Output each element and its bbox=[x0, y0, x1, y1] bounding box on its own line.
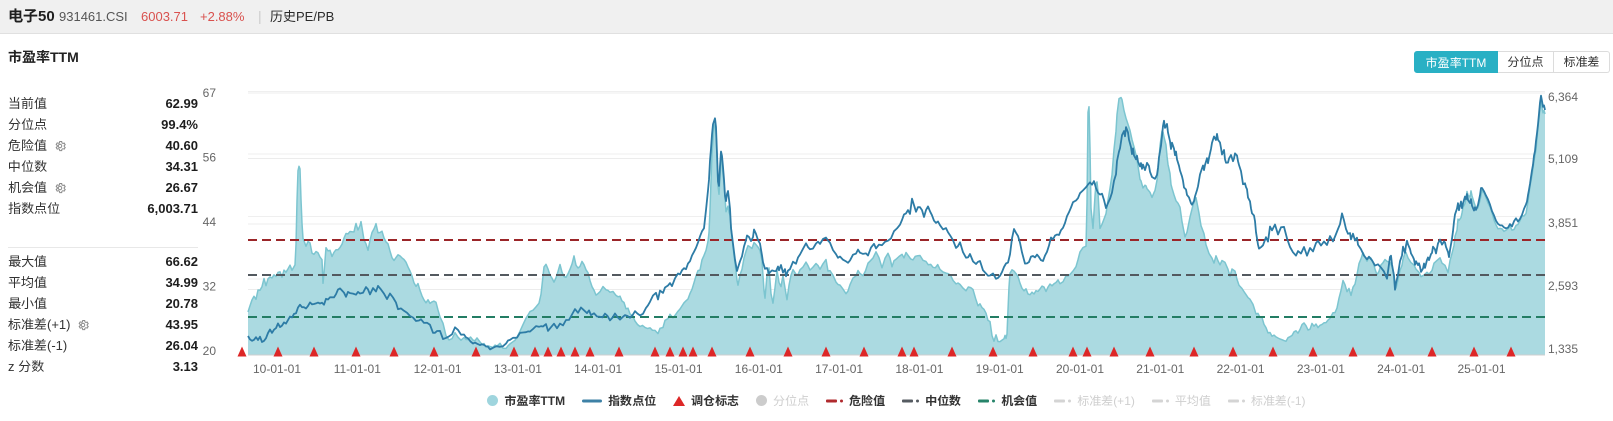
svg-text:21-01-01: 21-01-01 bbox=[1136, 362, 1184, 376]
svg-text:25-01-01: 25-01-01 bbox=[1457, 362, 1505, 376]
svg-text:6,364: 6,364 bbox=[1548, 90, 1578, 104]
svg-text:14-01-01: 14-01-01 bbox=[574, 362, 622, 376]
svg-text:56: 56 bbox=[203, 151, 217, 165]
svg-text:5,109: 5,109 bbox=[1548, 152, 1578, 166]
svg-text:2,593: 2,593 bbox=[1548, 279, 1578, 293]
svg-text:10-01-01: 10-01-01 bbox=[253, 362, 301, 376]
svg-text:18-01-01: 18-01-01 bbox=[895, 362, 943, 376]
svg-text:16-01-01: 16-01-01 bbox=[735, 362, 783, 376]
svg-text:17-01-01: 17-01-01 bbox=[815, 362, 863, 376]
svg-text:22-01-01: 22-01-01 bbox=[1217, 362, 1265, 376]
svg-text:1,335: 1,335 bbox=[1548, 342, 1578, 356]
svg-text:67: 67 bbox=[203, 86, 217, 100]
svg-text:12-01-01: 12-01-01 bbox=[414, 362, 462, 376]
svg-text:20-01-01: 20-01-01 bbox=[1056, 362, 1104, 376]
svg-text:20: 20 bbox=[203, 344, 217, 358]
svg-text:23-01-01: 23-01-01 bbox=[1297, 362, 1345, 376]
svg-text:13-01-01: 13-01-01 bbox=[494, 362, 542, 376]
svg-text:44: 44 bbox=[203, 215, 217, 229]
svg-text:11-01-01: 11-01-01 bbox=[334, 362, 381, 376]
svg-text:15-01-01: 15-01-01 bbox=[654, 362, 702, 376]
svg-text:32: 32 bbox=[203, 280, 217, 294]
svg-text:24-01-01: 24-01-01 bbox=[1377, 362, 1425, 376]
svg-text:19-01-01: 19-01-01 bbox=[976, 362, 1024, 376]
svg-text:3,851: 3,851 bbox=[1548, 216, 1578, 230]
